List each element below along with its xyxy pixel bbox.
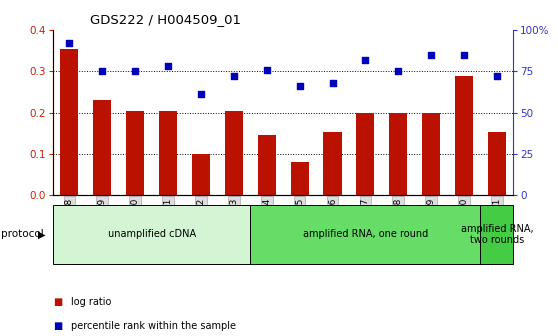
Bar — [225, 111, 243, 195]
Point — [163, 64, 172, 69]
Bar — [389, 113, 407, 195]
Text: amplified RNA, one round: amplified RNA, one round — [303, 229, 428, 239]
Point — [229, 74, 238, 79]
Point — [131, 69, 140, 74]
Text: ▶: ▶ — [38, 229, 45, 239]
Point — [262, 67, 271, 73]
Point — [394, 69, 403, 74]
Bar — [126, 111, 145, 195]
Bar — [60, 49, 79, 195]
Text: protocol: protocol — [1, 229, 44, 239]
Bar — [488, 132, 506, 195]
Point — [328, 80, 337, 86]
Point — [427, 52, 436, 58]
Point — [493, 74, 502, 79]
Point — [98, 69, 107, 74]
Bar — [455, 76, 473, 195]
Text: log ratio: log ratio — [71, 297, 112, 307]
Bar — [422, 113, 440, 195]
Bar — [480, 205, 513, 264]
Bar — [357, 113, 374, 195]
Bar — [258, 135, 276, 195]
Bar — [251, 205, 480, 264]
Bar — [53, 205, 251, 264]
Text: amplified RNA,
two rounds: amplified RNA, two rounds — [460, 223, 533, 245]
Text: ■: ■ — [53, 321, 62, 331]
Text: unamplified cDNA: unamplified cDNA — [108, 229, 196, 239]
Point — [196, 92, 205, 97]
Bar — [291, 162, 309, 195]
Point — [65, 41, 74, 46]
Point — [361, 57, 370, 62]
Bar — [159, 111, 177, 195]
Point — [295, 84, 304, 89]
Text: percentile rank within the sample: percentile rank within the sample — [71, 321, 237, 331]
Point — [460, 52, 469, 58]
Text: GDS222 / H004509_01: GDS222 / H004509_01 — [90, 13, 241, 26]
Bar — [93, 100, 112, 195]
Bar — [324, 132, 341, 195]
Text: ■: ■ — [53, 297, 62, 307]
Bar — [192, 154, 210, 195]
